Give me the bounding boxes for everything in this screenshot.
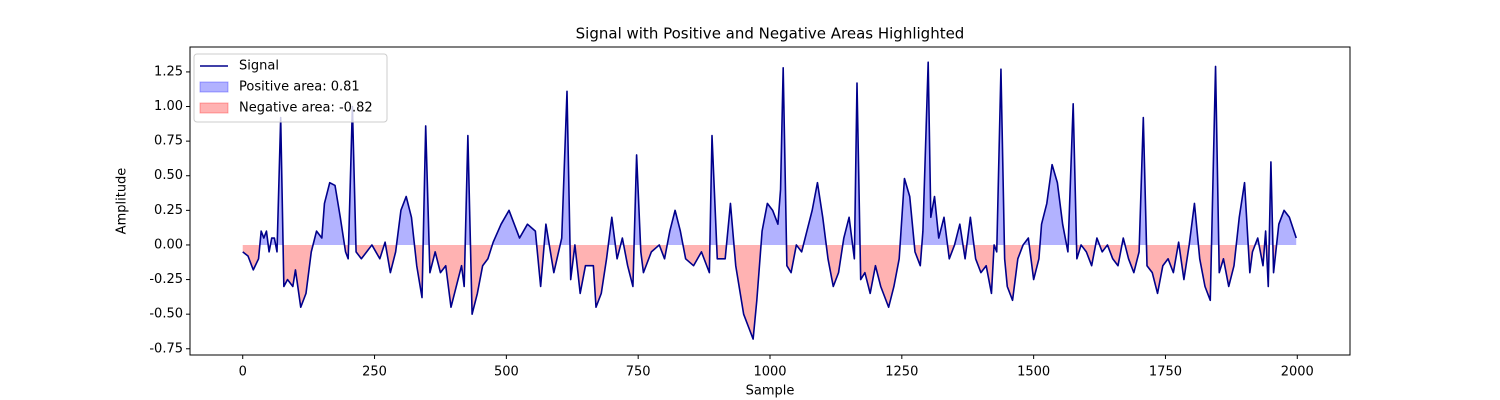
legend-label: Negative area: -0.82 [239,101,373,116]
x-tick-label: 0 [239,365,247,380]
y-tick-label: -0.75 [149,341,183,356]
x-tick-label: 500 [494,365,519,380]
y-tick-label: -0.50 [149,307,183,322]
x-tick-label: 750 [626,365,651,380]
y-tick-label: 0.00 [154,237,183,252]
y-tick-label: 1.25 [154,64,183,79]
chart-title: Signal with Positive and Negative Areas … [576,25,965,43]
x-tick-label: 1250 [885,365,918,380]
y-axis-label: Amplitude [115,168,130,235]
x-tick-label: 250 [362,365,387,380]
y-tick-label: 0.25 [154,203,183,218]
y-tick-label: 1.00 [154,99,183,114]
signal-line [242,61,1297,340]
plot-frame [189,46,1351,356]
legend-label: Signal [239,59,279,74]
legend-swatch [199,102,229,114]
area-fill [259,62,1297,245]
legend-label: Positive area: 0.81 [239,80,360,95]
area-fill [242,244,1297,340]
x-tick-label: 1500 [1017,365,1050,380]
y-tick-label: 0.75 [154,134,183,149]
x-tick-label: 2000 [1281,365,1314,380]
legend-swatch [199,81,229,93]
x-tick-label: 1750 [1149,365,1182,380]
legend-box [193,53,388,123]
x-tick-label: 1000 [753,365,786,380]
x-axis-label: Sample [746,384,795,399]
y-tick-label: 0.50 [154,168,183,183]
y-tick-label: -0.25 [149,272,183,287]
